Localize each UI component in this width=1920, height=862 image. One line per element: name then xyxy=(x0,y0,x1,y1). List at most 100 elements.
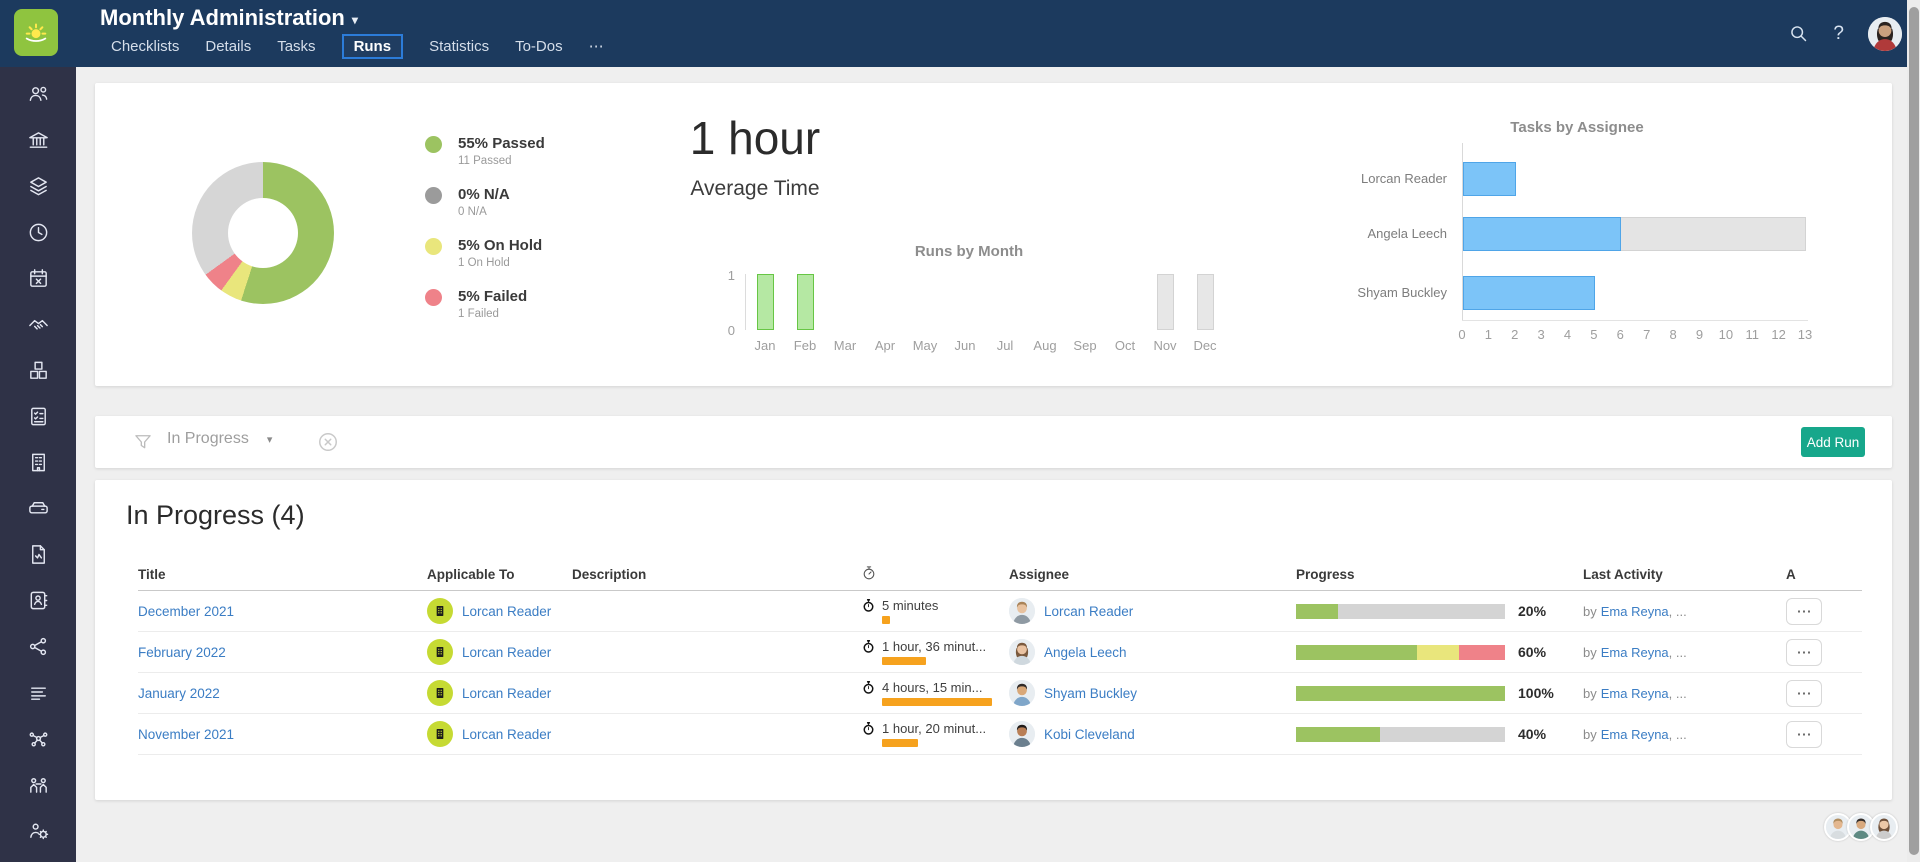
legend-item-failed: 5% Failed 1 Failed xyxy=(425,288,527,320)
sidebar-item-layers[interactable] xyxy=(0,163,76,209)
scrollbar-track[interactable] xyxy=(1907,0,1920,862)
runs-bar-slot xyxy=(906,274,946,330)
stopwatch-icon xyxy=(863,680,874,694)
list-icon xyxy=(30,686,46,700)
page-title[interactable]: Monthly Administration ▾ xyxy=(100,5,358,31)
page-title-text: Monthly Administration xyxy=(100,5,345,30)
column-header-assignee: Assignee xyxy=(1009,566,1070,582)
clear-filter-icon[interactable] xyxy=(317,431,339,453)
sidebar-item-contacts[interactable] xyxy=(0,577,76,623)
stopwatch-icon xyxy=(863,565,875,579)
scrollbar-thumb[interactable] xyxy=(1908,7,1919,855)
run-title-link[interactable]: November 2021 xyxy=(138,726,235,742)
sidebar-item-bank[interactable] xyxy=(0,117,76,163)
x-tick: 3 xyxy=(1537,327,1545,342)
user-avatar[interactable] xyxy=(1868,16,1902,51)
tasks-by-assignee-x-axis: 0 1 2 3 4 5 6 7 8 9 10 11 12 13 xyxy=(1458,327,1812,345)
legend-sublabel: 11 Passed xyxy=(458,155,512,167)
sidebar-item-handshake[interactable] xyxy=(0,301,76,347)
assignee-avatar xyxy=(1009,680,1035,706)
section-heading: In Progress (4) xyxy=(126,500,305,530)
legend-label: 5% Failed xyxy=(458,288,528,305)
last-activity-user-link[interactable]: Ema Reyna xyxy=(1600,644,1669,660)
server-icon xyxy=(28,501,48,514)
table-header-row: Title Applicable To Description Assignee… xyxy=(138,558,1862,591)
x-tick: 6 xyxy=(1616,327,1624,342)
column-header-description: Description xyxy=(572,566,647,582)
run-title-link[interactable]: February 2022 xyxy=(138,644,226,660)
tab-more[interactable]: ⋯ xyxy=(588,38,604,55)
month-label: Mar xyxy=(833,338,857,353)
sidebar-item-checklist[interactable] xyxy=(0,393,76,439)
tab-runs[interactable]: Runs xyxy=(341,33,404,59)
bar-angela-leech xyxy=(1463,217,1622,251)
presence-avatar[interactable] xyxy=(1824,813,1852,841)
sidebar-item-users[interactable] xyxy=(0,71,76,117)
sidebar-item-building[interactable] xyxy=(0,439,76,485)
last-activity-cell: by Ema Reyna, ... xyxy=(1583,726,1687,742)
presence-avatar[interactable] xyxy=(1847,813,1875,841)
contacts-icon xyxy=(30,591,47,609)
sidebar-item-cubes[interactable] xyxy=(0,347,76,393)
sidebar-item-clock[interactable] xyxy=(0,209,76,255)
help-icon[interactable]: ? xyxy=(1833,22,1844,44)
results-donut-chart xyxy=(192,162,334,304)
applicable-to-link[interactable]: Lorcan Reader xyxy=(462,644,552,660)
sidebar-item-target[interactable] xyxy=(0,853,76,862)
duration-bar xyxy=(882,698,992,706)
sidebar-item-document[interactable] xyxy=(0,531,76,577)
assignee-link[interactable]: Lorcan Reader xyxy=(1044,603,1134,619)
runs-bar-slot xyxy=(986,274,1026,330)
run-title-link[interactable]: January 2022 xyxy=(138,685,220,701)
duration-text: 1 hour, 36 minut... xyxy=(882,639,987,654)
presence-avatar[interactable] xyxy=(1870,813,1898,841)
presence-avatars xyxy=(1824,813,1898,841)
assignee-link[interactable]: Shyam Buckley xyxy=(1044,685,1138,701)
y-axis-line xyxy=(1462,143,1463,320)
building-icon xyxy=(436,729,444,739)
last-activity-user-link[interactable]: Ema Reyna xyxy=(1600,603,1669,619)
runs-bar-slot xyxy=(1145,274,1185,330)
app-logo[interactable] xyxy=(14,9,58,56)
last-activity-user-link[interactable]: Ema Reyna xyxy=(1600,726,1669,742)
search-icon[interactable] xyxy=(1788,23,1809,44)
row-actions-button[interactable]: ⋯ xyxy=(1786,679,1822,707)
sidebar-item-network[interactable] xyxy=(0,715,76,761)
applicable-to-badge xyxy=(427,598,453,624)
applicable-to-link[interactable]: Lorcan Reader xyxy=(462,726,552,742)
applicable-to-link[interactable]: Lorcan Reader xyxy=(462,685,552,701)
tab-checklists[interactable]: Checklists xyxy=(111,37,180,55)
top-header: Monthly Administration ▾ Checklists Deta… xyxy=(0,0,1920,67)
x-axis-line xyxy=(1462,320,1808,321)
column-header-title: Title xyxy=(138,566,166,582)
add-run-button[interactable]: Add Run xyxy=(1801,427,1865,457)
table-row: December 2021 Lorcan Reader 5 minutes Lo… xyxy=(138,591,1862,632)
row-actions-button[interactable]: ⋯ xyxy=(1786,597,1822,625)
progress-cell: 60% xyxy=(1296,644,1583,660)
sidebar-item-team[interactable] xyxy=(0,761,76,807)
runs-bar-slot xyxy=(946,274,986,330)
assignee-avatar xyxy=(1009,639,1035,665)
tab-todos[interactable]: To-Dos xyxy=(515,37,563,55)
tab-statistics[interactable]: Statistics xyxy=(429,37,490,55)
month-label: Sep xyxy=(1073,338,1097,353)
runs-bar-slot xyxy=(786,274,826,330)
x-tick: 2 xyxy=(1511,327,1519,342)
sidebar-item-share[interactable] xyxy=(0,623,76,669)
applicable-to-link[interactable]: Lorcan Reader xyxy=(462,603,552,619)
sidebar-item-list[interactable] xyxy=(0,669,76,715)
row-actions-button[interactable]: ⋯ xyxy=(1786,720,1822,748)
sidebar-item-calendar[interactable] xyxy=(0,255,76,301)
tab-tasks[interactable]: Tasks xyxy=(277,37,316,55)
last-activity-user-link[interactable]: Ema Reyna xyxy=(1600,685,1669,701)
run-title-link[interactable]: December 2021 xyxy=(138,603,235,619)
filter-dropdown[interactable]: In Progress ▾ xyxy=(167,430,272,448)
runs-bar-slot xyxy=(866,274,906,330)
sidebar-item-server[interactable] xyxy=(0,485,76,531)
row-actions-button[interactable]: ⋯ xyxy=(1786,638,1822,666)
tab-details[interactable]: Details xyxy=(205,37,252,55)
assignee-link[interactable]: Angela Leech xyxy=(1044,644,1127,660)
last-activity-cell: by Ema Reyna, ... xyxy=(1583,644,1687,660)
assignee-link[interactable]: Kobi Cleveland xyxy=(1044,726,1135,742)
sidebar-item-user-settings[interactable] xyxy=(0,807,76,853)
